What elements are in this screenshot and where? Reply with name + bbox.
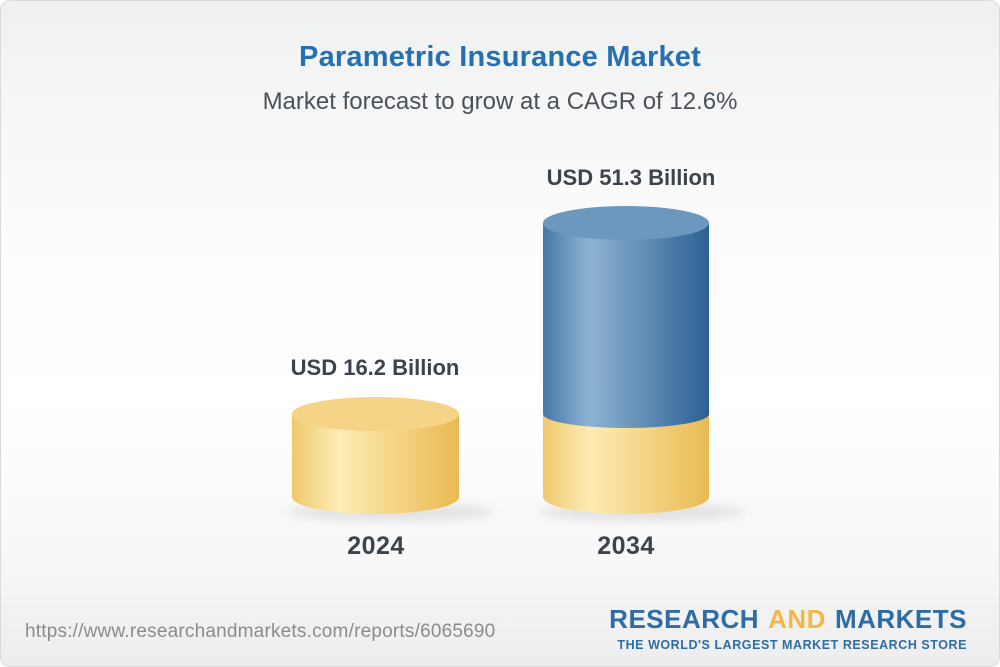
page-title: Parametric Insurance Market: [299, 41, 701, 73]
cylinder-2034-growth-segment: [543, 223, 709, 428]
value-label-2024: USD 16.2 Billion: [290, 355, 460, 380]
category-label-2034: 2034: [597, 532, 655, 560]
cylinder-2024-top: [292, 397, 459, 431]
logo-wordmark: RESEARCH AND MARKETS: [609, 604, 967, 635]
page-subtitle: Market forecast to grow at a CAGR of 12.…: [262, 88, 738, 115]
category-label-2024: 2024: [347, 532, 405, 560]
cylinder-2034-top: [543, 206, 709, 240]
logo-word-research: RESEARCH: [609, 604, 760, 634]
logo-tagline: THE WORLD'S LARGEST MARKET RESEARCH STOR…: [617, 638, 967, 652]
cylinder-2024-body: [292, 414, 459, 514]
cylinder-2034-base-segment: [543, 414, 709, 514]
logo-word-and: AND: [768, 604, 826, 634]
logo-word-markets: MARKETS: [834, 604, 967, 634]
research-and-markets-logo: RESEARCH AND MARKETS THE WORLD'S LARGEST…: [609, 604, 967, 652]
report-url: https://www.researchandmarkets.com/repor…: [25, 621, 496, 642]
value-label-2034: USD 51.3 Billion: [546, 165, 716, 190]
